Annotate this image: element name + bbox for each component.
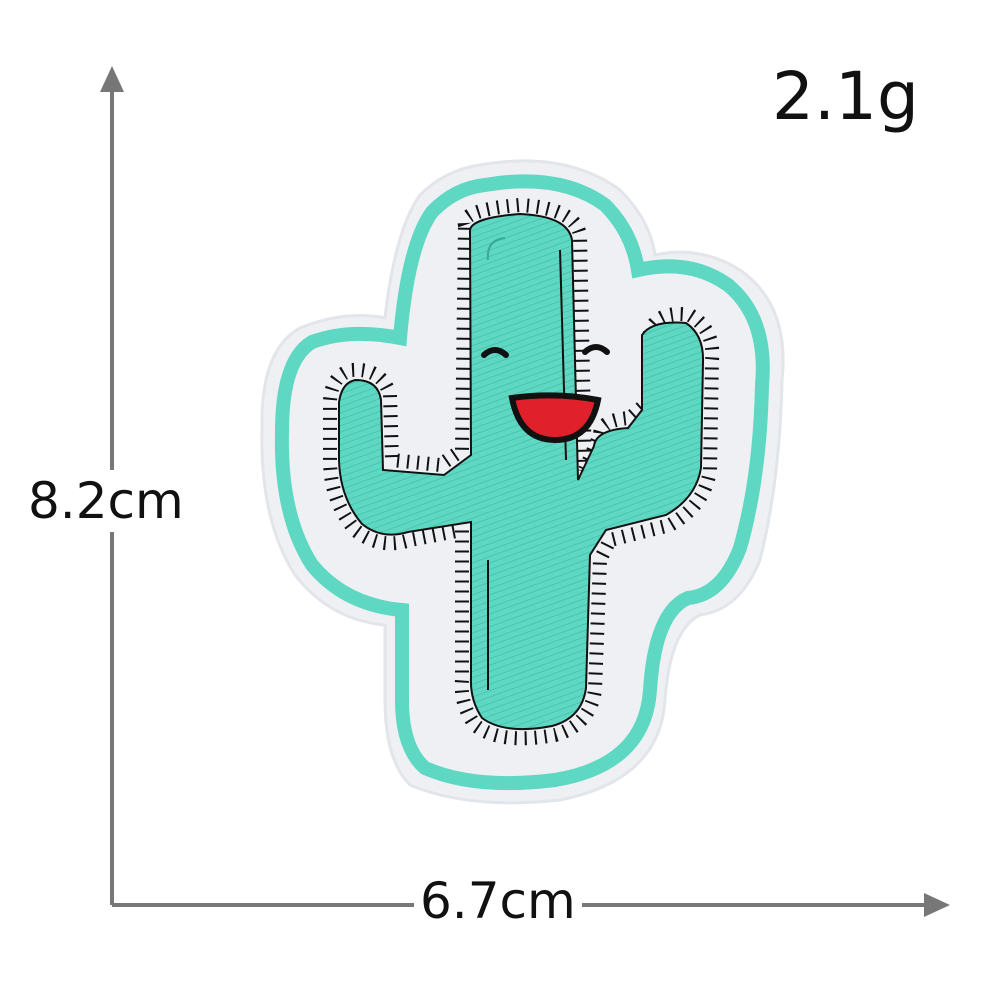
height-label: 8.2cm bbox=[28, 470, 184, 532]
width-label: 6.7cm bbox=[414, 872, 582, 930]
weight-label: 2.1g bbox=[772, 58, 919, 135]
mouth bbox=[508, 392, 602, 444]
cactus-face bbox=[481, 344, 610, 444]
green-border bbox=[274, 174, 770, 791]
cactus-patch bbox=[260, 159, 785, 805]
